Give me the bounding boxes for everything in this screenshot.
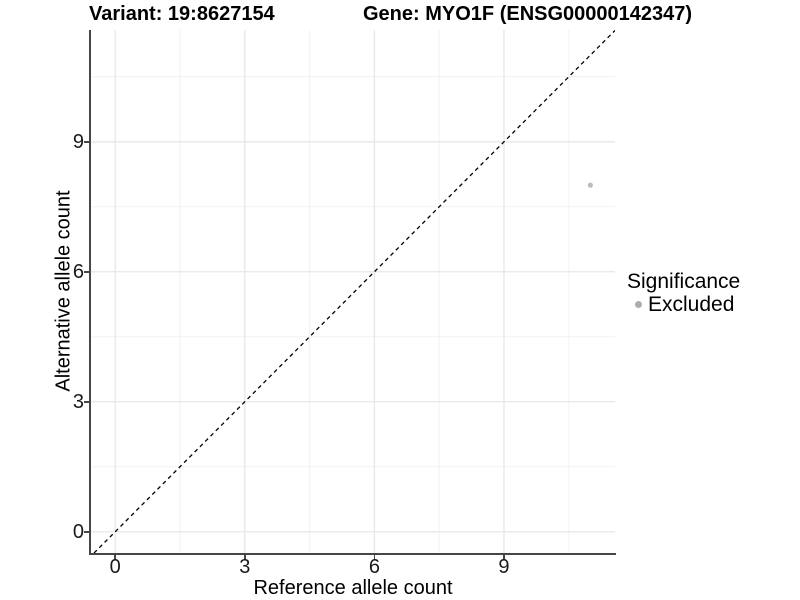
x-tick-label: 6 <box>368 556 380 578</box>
legend-title: Significance <box>627 270 741 293</box>
x-tick-label: 0 <box>109 556 121 578</box>
y-tick <box>84 531 89 533</box>
y-axis-line <box>89 30 91 555</box>
y-tick-label: 3 <box>72 390 84 413</box>
y-tick-label: 0 <box>72 520 84 543</box>
y-tick <box>84 271 89 273</box>
legend-item-label: Excluded <box>648 293 735 316</box>
y-tick <box>84 141 89 143</box>
gene-title: Gene: MYO1F (ENSG00000142347) <box>363 3 693 25</box>
legend-items: Excluded <box>627 293 740 316</box>
x-axis-line <box>89 552 616 555</box>
x-tick-label: 9 <box>498 556 510 578</box>
legend-item: Excluded <box>627 293 740 316</box>
x-tick <box>244 554 246 560</box>
y-tick-label: 6 <box>72 260 84 283</box>
identity-line <box>93 30 615 553</box>
x-tick-label: 3 <box>239 556 251 578</box>
x-tick <box>373 554 376 560</box>
grid-svg <box>91 30 615 553</box>
legend: Significance Excluded <box>627 270 740 316</box>
data-point <box>587 182 593 188</box>
x-tick <box>503 554 505 560</box>
y-tick-label: 9 <box>72 130 84 153</box>
y-axis-title: Alternative allele count <box>52 190 75 392</box>
x-tick <box>114 554 116 560</box>
x-axis-title: Reference allele count <box>253 577 453 599</box>
variant-title: Variant: 19:8627154 <box>89 3 275 25</box>
y-tick <box>84 401 89 403</box>
legend-key-dot <box>635 301 642 308</box>
